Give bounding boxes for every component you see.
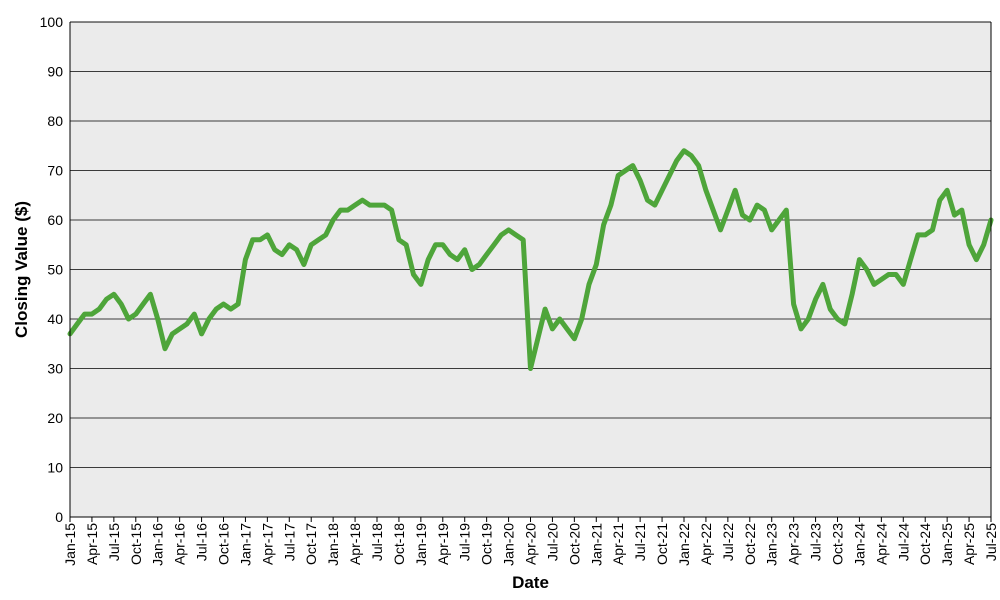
- x-tick-label: Jan-22: [676, 523, 692, 566]
- x-tick-label: Jul-21: [632, 523, 648, 561]
- y-tick-label: 40: [47, 311, 63, 327]
- x-tick-label: Apr-23: [786, 523, 802, 565]
- x-tick-label: Apr-21: [610, 523, 626, 565]
- x-tick-label: Apr-20: [523, 523, 539, 565]
- x-tick-label: Oct-24: [917, 523, 933, 565]
- x-tick-label: Jan-24: [851, 523, 867, 566]
- x-tick-label: Jul-19: [457, 523, 473, 561]
- x-tick-label: Jan-17: [237, 523, 253, 566]
- x-tick-label: Apr-18: [347, 523, 363, 565]
- y-tick-label: 30: [47, 361, 63, 377]
- x-tick-label: Apr-19: [435, 523, 451, 565]
- x-tick-label: Apr-15: [84, 523, 100, 565]
- x-tick-label: Oct-19: [479, 523, 495, 565]
- x-tick-label: Jan-23: [764, 523, 780, 566]
- x-tick-label: Oct-16: [216, 523, 232, 565]
- x-tick-label: Jul-16: [194, 523, 210, 561]
- x-tick-label: Oct-22: [742, 523, 758, 565]
- y-axis-title: Closing Value ($): [12, 201, 31, 338]
- x-tick-label: Jul-15: [106, 523, 122, 561]
- y-tick-label: 80: [47, 113, 63, 129]
- x-tick-label: Jul-17: [281, 523, 297, 561]
- y-tick-label: 60: [47, 212, 63, 228]
- x-tick-label: Jul-22: [720, 523, 736, 561]
- x-tick-label: Jan-21: [588, 523, 604, 566]
- x-tick-label: Jul-20: [544, 523, 560, 561]
- x-tick-label: Jan-16: [150, 523, 166, 566]
- x-tick-label: Jan-18: [325, 523, 341, 566]
- y-tick-label: 20: [47, 410, 63, 426]
- x-tick-label: Jan-15: [62, 523, 78, 566]
- y-tick-label: 100: [40, 14, 64, 30]
- x-tick-labels: Jan-15 Apr-15 Jul-15 Oct-15 Jan-16 Apr-16 Jul-…: [62, 517, 999, 566]
- x-tick-label: Apr-25: [961, 523, 977, 565]
- x-tick-label: Jul-23: [808, 523, 824, 561]
- x-tick-label: Jul-24: [895, 523, 911, 561]
- x-tick-label: Oct-15: [128, 523, 144, 565]
- x-tick-label: Apr-17: [259, 523, 275, 565]
- x-tick-label: Jan-25: [939, 523, 955, 566]
- x-tick-label: Apr-16: [172, 523, 188, 565]
- series-layer: [67, 148, 994, 371]
- series-line: [67, 148, 994, 371]
- x-tick-label: Jan-20: [501, 523, 517, 566]
- y-tick-label: 0: [55, 509, 63, 525]
- x-tick-label: Apr-24: [873, 523, 889, 565]
- x-tick-label: Jul-18: [369, 523, 385, 561]
- x-tick-label: Jan-19: [413, 523, 429, 566]
- y-tick-label: 10: [47, 460, 63, 476]
- x-tick-label: Oct-18: [391, 523, 407, 565]
- x-tick-label: Oct-21: [654, 523, 670, 565]
- x-tick-label: Apr-22: [698, 523, 714, 565]
- x-tick-label: Jul-25: [983, 523, 999, 561]
- y-tick-labels: 0 10 20 30 40 50 60 70 80 90 100: [40, 14, 64, 525]
- y-tick-label: 50: [47, 262, 63, 278]
- y-tick-label: 70: [47, 163, 63, 179]
- y-tick-label: 90: [47, 64, 63, 80]
- x-tick-label: Oct-20: [566, 523, 582, 565]
- x-axis-title: Date: [512, 573, 549, 592]
- x-tick-label: Oct-17: [303, 523, 319, 565]
- x-tick-label: Oct-23: [830, 523, 846, 565]
